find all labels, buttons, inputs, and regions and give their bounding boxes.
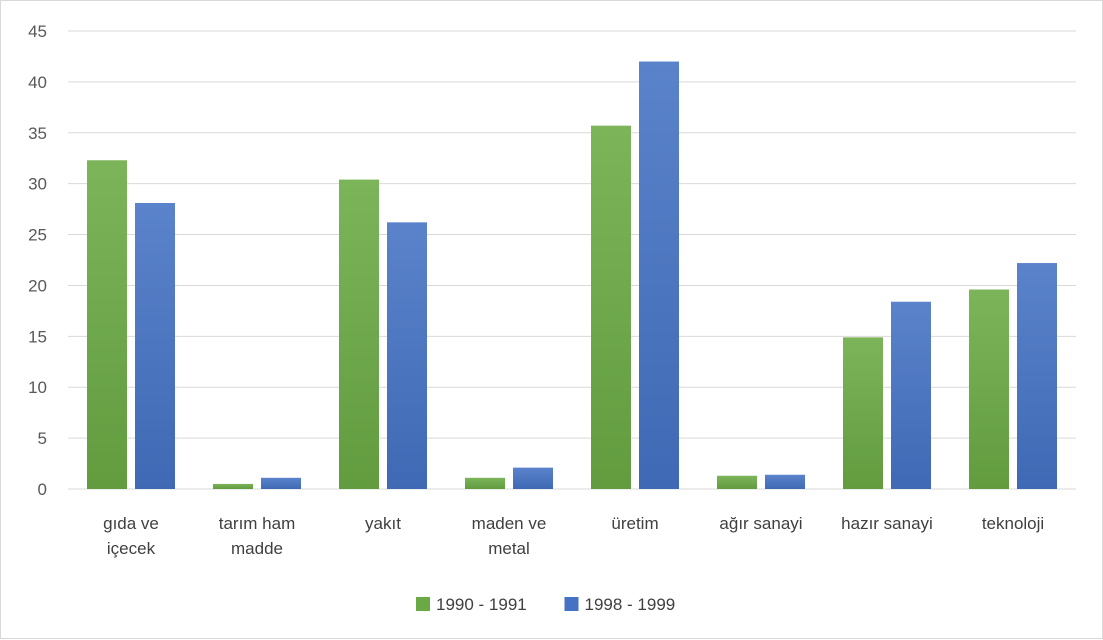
gridlines (68, 30, 1076, 490)
bar-series-2 (261, 477, 301, 489)
x-category-label: maden ve metal (472, 514, 547, 558)
x-category-label: üretim (611, 514, 658, 533)
bars (87, 61, 1057, 490)
bar-series-1 (465, 477, 505, 489)
y-tick-label: 5 (38, 429, 47, 448)
y-tick-label: 0 (38, 480, 47, 499)
bar-series-1 (339, 179, 379, 489)
y-tick-label: 40 (28, 73, 47, 92)
bar-series-1 (591, 125, 631, 490)
x-category-label: hazır sanayi (841, 514, 933, 533)
x-category-label: gıda ve içecek (103, 514, 159, 558)
x-category-label: yakıt (365, 514, 401, 533)
y-tick-label: 45 (28, 22, 47, 41)
bar-series-2 (891, 301, 931, 489)
y-tick-label: 30 (28, 175, 47, 194)
bar-series-1 (843, 337, 883, 489)
legend-label: 1998 - 1999 (585, 595, 676, 614)
bar-series-2 (513, 467, 553, 489)
x-category-label: tarım ham madde (219, 514, 296, 558)
y-tick-label: 35 (28, 124, 47, 143)
bar-series-2 (135, 203, 175, 489)
legend-swatch (564, 597, 579, 611)
x-axis-labels: gıda ve içecek tarım ham madde yakıt maden ve… (103, 514, 1044, 558)
legend-label: 1990 - 1991 (436, 595, 527, 614)
y-tick-label: 25 (28, 226, 47, 245)
bar-series-1 (717, 475, 757, 489)
y-axis-ticks: 0 5 10 15 20 25 30 35 40 45 (28, 22, 47, 499)
bar-series-1 (87, 160, 127, 489)
y-tick-label: 15 (28, 327, 47, 346)
y-tick-label: 20 (28, 276, 47, 295)
bar-series-1 (969, 289, 1009, 489)
x-category-label: ağır sanayi (719, 514, 802, 533)
y-tick-label: 10 (28, 378, 47, 397)
bar-series-1 (213, 483, 253, 489)
x-category-label: teknoloji (982, 514, 1044, 533)
bar-series-2 (765, 474, 805, 489)
bar-series-2 (1017, 263, 1057, 489)
legend: 1990 - 1991 1998 - 1999 (416, 595, 675, 614)
bar-series-2 (639, 61, 679, 490)
bar-series-2 (387, 222, 427, 489)
legend-swatch (416, 597, 430, 611)
